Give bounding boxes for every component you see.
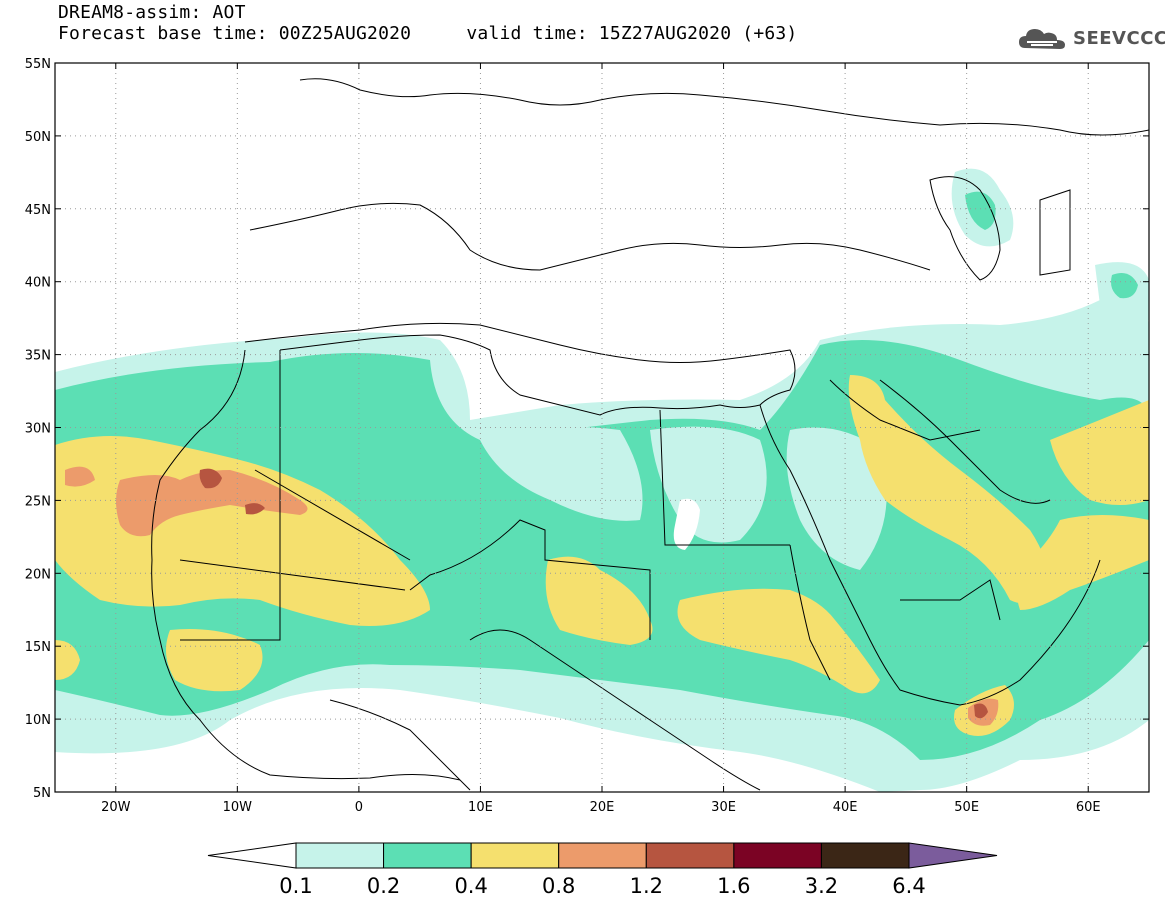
colorbar-label: 6.4 [892,874,925,898]
seevccc-logo: SEEVCCC [1017,24,1165,54]
lon-tick-label: 20W [101,800,131,815]
lat-tick-label: 30N [25,422,51,437]
colorbar-swatch [470,842,560,869]
colorbar-label: 0.2 [367,874,400,898]
colorbar-label: 1.2 [630,874,663,898]
aot-band-0.4-oman [1016,515,1149,610]
lon-tick-label: 50E [954,800,979,815]
lat-tick-label: 5N [33,786,51,801]
aot-band-0.4-west-edge [55,640,80,680]
aot-band-0.8 [65,466,308,537]
aot-band-0.4-sahel [545,556,653,645]
colorbar-label: 0.1 [279,874,312,898]
aot-clear-arabia [786,427,887,570]
latitude-axis: 55N 50N 45N 40N 35N 30N 25N 20N 15N 10N 5N [25,57,1149,801]
lat-tick-label: 10N [25,713,51,728]
lon-tick-label: 60E [1076,800,1101,815]
aot-field [55,63,1149,792]
colorbar-label: 1.6 [717,874,750,898]
colorbar-swatch [645,842,735,869]
colorbar-swatch [558,842,647,869]
aot-band-0.4-west-south [166,629,263,692]
colorbar-swatch [383,842,472,869]
lon-tick-label: 20E [590,800,615,815]
lon-tick-label: 10W [223,800,253,815]
aot-clear-libya [480,426,643,521]
colorbar-label: 0.4 [454,874,487,898]
lat-tick-label: 50N [25,130,51,145]
colorbar-swatch [820,842,910,869]
longitude-axis: 20W 10W 0 10E 20E 30E 40E 50E 60E [101,63,1101,815]
aot-band-0.4-sudan [677,588,880,694]
colorbar-swatch [295,842,385,869]
lat-tick-label: 25N [25,494,51,509]
colorbar-min-arrow [207,842,297,869]
colorbar-label: 3.2 [805,874,838,898]
aot-band-0.4-iraq [848,375,1050,604]
logo-text: SEEVCCC [1073,28,1165,49]
lon-tick-label: 30E [711,800,736,815]
lat-tick-label: 55N [25,57,51,72]
coastlines-borders [151,78,1149,791]
aot-band-0.2-aral [1111,272,1138,299]
aot-clear-spot [673,498,700,550]
map-title: DREAM8-assim: AOT [58,2,246,23]
lat-tick-label: 45N [25,203,51,218]
colorbar-max-arrow [908,842,998,869]
colorbar-label: 0.8 [542,874,575,898]
aot-band-0.4-iran [1050,400,1149,505]
lat-tick-label: 40N [25,276,51,291]
lon-tick-label: 40E [833,800,858,815]
colorbar: 0.1 0.2 0.4 0.8 1.2 1.6 3.2 6.4 [207,842,998,898]
colorbar-swatch [733,842,822,869]
lat-tick-label: 20N [25,567,51,582]
aot-band-0.2-caspian [965,191,996,230]
lon-tick-label: 10E [468,800,493,815]
lat-tick-label: 15N [25,640,51,655]
lat-tick-label: 35N [25,349,51,364]
cloud-icon [1019,29,1065,49]
forecast-time-line: Forecast base time: 00Z25AUG2020 valid t… [58,23,798,44]
lon-tick-label: 0 [355,800,363,815]
